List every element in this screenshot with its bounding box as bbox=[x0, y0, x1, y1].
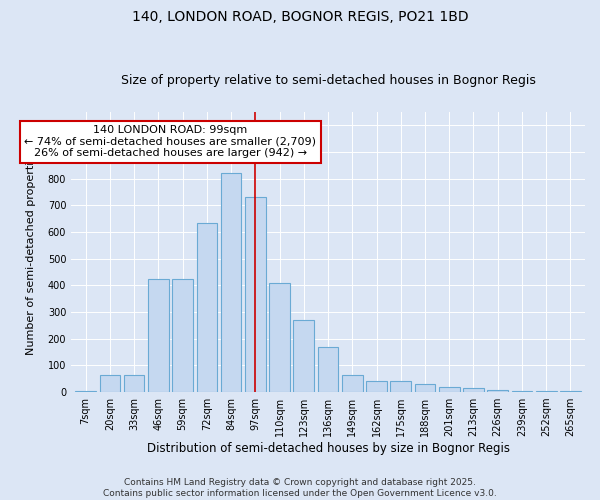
Bar bbox=[487, 390, 508, 392]
Bar bbox=[391, 382, 411, 392]
Title: Size of property relative to semi-detached houses in Bognor Regis: Size of property relative to semi-detach… bbox=[121, 74, 535, 87]
Bar bbox=[366, 382, 387, 392]
Bar bbox=[221, 173, 241, 392]
X-axis label: Distribution of semi-detached houses by size in Bognor Regis: Distribution of semi-detached houses by … bbox=[146, 442, 509, 455]
Text: 140, LONDON ROAD, BOGNOR REGIS, PO21 1BD: 140, LONDON ROAD, BOGNOR REGIS, PO21 1BD bbox=[131, 10, 469, 24]
Bar bbox=[100, 374, 120, 392]
Text: Contains HM Land Registry data © Crown copyright and database right 2025.
Contai: Contains HM Land Registry data © Crown c… bbox=[103, 478, 497, 498]
Bar bbox=[512, 390, 532, 392]
Bar bbox=[245, 197, 266, 392]
Bar bbox=[439, 388, 460, 392]
Text: 140 LONDON ROAD: 99sqm
← 74% of semi-detached houses are smaller (2,709)
26% of : 140 LONDON ROAD: 99sqm ← 74% of semi-det… bbox=[25, 125, 316, 158]
Bar bbox=[172, 278, 193, 392]
Bar bbox=[148, 278, 169, 392]
Bar bbox=[197, 222, 217, 392]
Bar bbox=[293, 320, 314, 392]
Bar bbox=[318, 346, 338, 392]
Bar bbox=[342, 374, 362, 392]
Bar bbox=[269, 282, 290, 392]
Bar bbox=[76, 390, 96, 392]
Bar bbox=[560, 390, 581, 392]
Bar bbox=[463, 388, 484, 392]
Bar bbox=[415, 384, 436, 392]
Y-axis label: Number of semi-detached properties: Number of semi-detached properties bbox=[26, 149, 36, 355]
Bar bbox=[124, 374, 145, 392]
